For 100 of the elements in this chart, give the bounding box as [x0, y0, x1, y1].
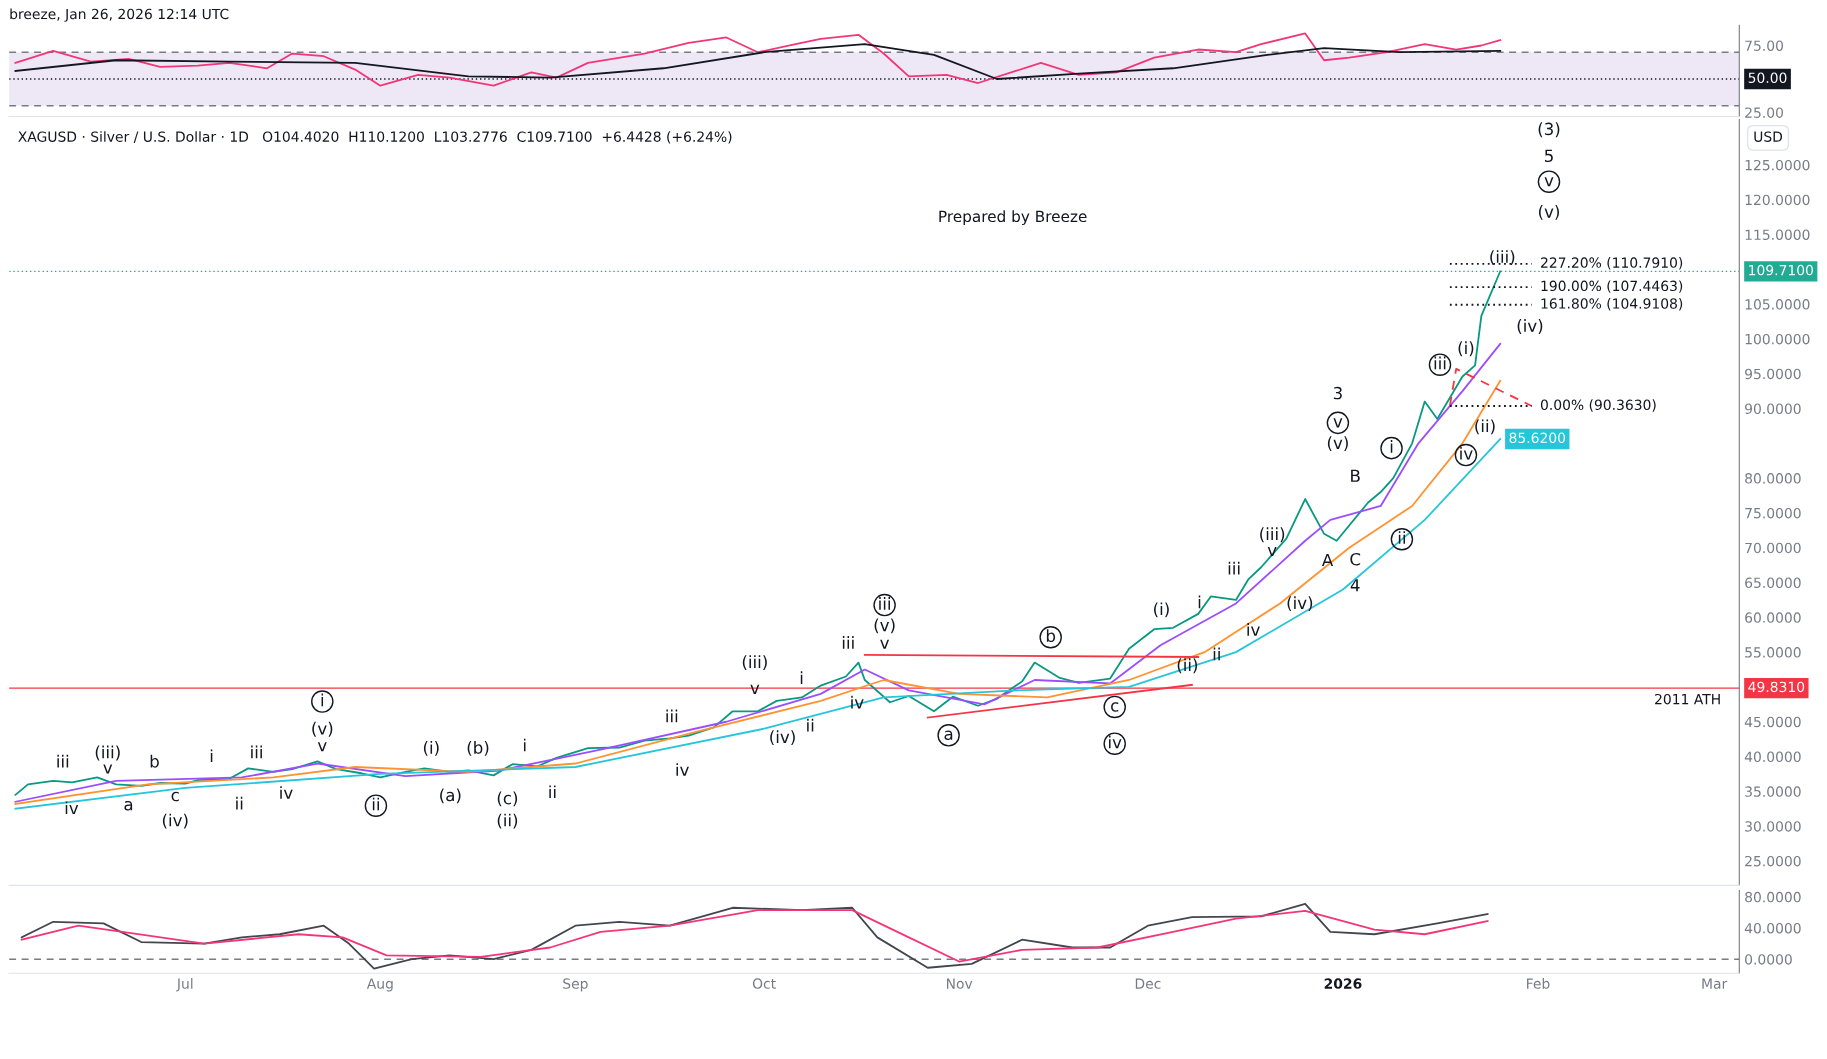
x-tick-label: Aug [366, 978, 393, 992]
annotation: (v) [874, 618, 895, 634]
chart-title: breeze, Jan 26, 2026 12:14 UTC [10, 8, 229, 22]
annotation: (ii) [497, 813, 518, 829]
annotation: i [321, 693, 324, 707]
annotation: iii [57, 754, 69, 768]
annotation: v [317, 742, 327, 752]
annotation: ii [549, 785, 556, 799]
annotation: Prepared by Breeze [939, 210, 1087, 226]
annotation: i [800, 671, 803, 684]
annotation: i [210, 749, 213, 763]
annotation: ii [372, 797, 379, 811]
y-tick-label: 25.0000 [1745, 855, 1801, 867]
annotation: (v) [312, 721, 333, 737]
annotation: (a) [440, 788, 461, 804]
line-series [20, 909, 1489, 963]
annotation: v [103, 764, 113, 774]
ref-line-label: 50.00 [1748, 72, 1787, 84]
annotation: A [1321, 553, 1334, 567]
annotation: (iv) [770, 730, 795, 746]
y-tick-label: 95.0000 [1745, 368, 1801, 380]
annotation: iii [251, 745, 262, 759]
y-tick-label: 120.0000 [1745, 194, 1810, 206]
annotation: v [1544, 177, 1554, 187]
annotation: c [171, 791, 179, 802]
annotation: 3 [1333, 386, 1342, 400]
annotation: (i) [1154, 602, 1169, 618]
annotation: i [1390, 440, 1393, 453]
y-tick-label: 45.0000 [1744, 716, 1801, 728]
y-tick-label: 80.0000 [1745, 473, 1801, 484]
annotation: iv [1109, 735, 1122, 749]
y-tick-label: 0.0000 [1745, 954, 1792, 965]
annotation: c [1111, 702, 1119, 712]
annotation: iii [1434, 356, 1446, 370]
annotation: i [1198, 595, 1201, 609]
annotation: 227.20% (110.7910) [1541, 257, 1683, 270]
annotation: (c) [497, 791, 518, 807]
annotation: ii [236, 796, 243, 810]
x-tick-label: Jul [176, 978, 193, 992]
annotation: 190.00% (107.4463) [1541, 280, 1683, 293]
ref-line-label: 109.7100 [1749, 264, 1813, 276]
annotation: (iii) [1260, 527, 1285, 543]
annotation: iv [280, 786, 293, 799]
y-tick-label: 25.00 [1745, 107, 1783, 118]
annotation: iii [842, 636, 854, 649]
annotation: 161.80% (104.9108) [1541, 298, 1683, 311]
annotation: a [124, 800, 133, 811]
y-tick-label: 40.0000 [1744, 922, 1801, 934]
annotation: iv [1460, 446, 1473, 460]
annotation: (iii) [95, 745, 120, 761]
y-tick-label: 40.0000 [1744, 751, 1801, 763]
y-tick-label: 125.0000 [1745, 159, 1810, 171]
text: XAGUSD · Silver / U.S. Dollar · 1D O104.4020 H110.1200 L103.2776 C109.7100 +6.4428 (+6.24%) [18, 131, 732, 144]
annotation: b [150, 754, 159, 768]
y-tick-label: 60.0000 [1745, 612, 1801, 623]
y-tick-label: 35.0000 [1745, 786, 1801, 797]
annotation: a [944, 730, 953, 741]
annotation: 2011 ATH [1655, 693, 1720, 705]
annotation: iii [666, 709, 678, 723]
annotation: (iv) [1287, 596, 1313, 612]
annotation: (i) [423, 740, 439, 756]
y-tick-label: 115.0000 [1745, 229, 1810, 240]
y-tick-label: 80.0000 [1745, 891, 1801, 903]
data-label: 85.6200 [1509, 432, 1566, 444]
annotation: C [1350, 552, 1361, 566]
annotation: (v) [1327, 436, 1348, 452]
annotation: B [1351, 469, 1360, 482]
annotation: (iv) [1517, 319, 1543, 334]
annotation: v [1333, 418, 1343, 428]
y-tick-label: 105.0000 [1745, 299, 1810, 310]
x-tick-label: Mar [1702, 978, 1728, 989]
ref-line-label: 49.8310 [1748, 681, 1805, 693]
x-tick-label: Oct [752, 978, 776, 989]
annotation: (3) [1538, 122, 1560, 138]
annotation: (b) [467, 740, 489, 756]
annotation: iii [1228, 561, 1240, 575]
annotation: iv [1247, 623, 1260, 636]
y-axis-title: USD [1754, 131, 1783, 142]
y-tick-label: 70.0000 [1745, 542, 1801, 554]
annotation: ii [1213, 647, 1220, 661]
annotation: (iv) [162, 813, 188, 829]
y-tick-label: 30.0000 [1745, 821, 1801, 832]
annotation: v [880, 639, 890, 649]
annotation: 0.00% (90.3630) [1540, 399, 1656, 412]
y-tick-label: 100.0000 [1745, 333, 1810, 345]
x-tick-label: Sep [563, 978, 588, 992]
annotation: (i) [1458, 341, 1474, 357]
annotation: (iii) [742, 655, 767, 671]
y-tick-label: 75.00 [1745, 40, 1783, 51]
y-tick-label: 75.0000 [1745, 507, 1801, 519]
annotation: (ii) [1475, 419, 1495, 435]
annotation: iii [879, 597, 890, 610]
line-series [14, 32, 1502, 87]
y-tick-label: 55.0000 [1745, 647, 1801, 658]
annotation: i [523, 738, 526, 752]
x-tick-label: 2026 [1324, 978, 1362, 989]
x-tick-label: Feb [1527, 978, 1550, 989]
y-tick-label: 65.0000 [1745, 577, 1801, 589]
annotation: (iii) [1490, 250, 1515, 266]
x-tick-label: Nov [946, 978, 973, 989]
